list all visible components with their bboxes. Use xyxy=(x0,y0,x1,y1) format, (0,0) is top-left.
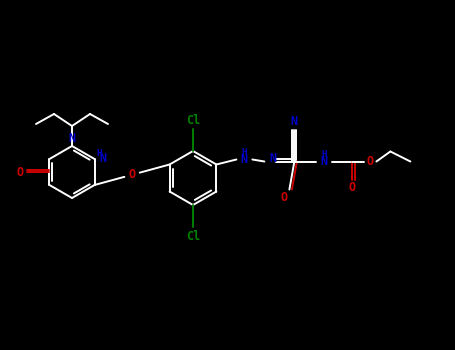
Text: O: O xyxy=(281,191,288,204)
Text: Cl: Cl xyxy=(186,230,200,243)
Text: N: N xyxy=(241,153,248,166)
Text: N: N xyxy=(100,153,106,166)
Text: N: N xyxy=(68,132,76,145)
Text: O: O xyxy=(367,155,374,168)
Text: N: N xyxy=(321,155,328,168)
Text: H: H xyxy=(97,148,102,158)
Text: O: O xyxy=(128,168,136,181)
Text: H: H xyxy=(322,150,327,159)
Text: N: N xyxy=(269,152,277,165)
Text: O: O xyxy=(17,166,24,178)
Text: O: O xyxy=(349,181,356,194)
Text: N: N xyxy=(291,115,298,128)
Text: Cl: Cl xyxy=(186,113,200,126)
Text: H: H xyxy=(242,148,247,157)
